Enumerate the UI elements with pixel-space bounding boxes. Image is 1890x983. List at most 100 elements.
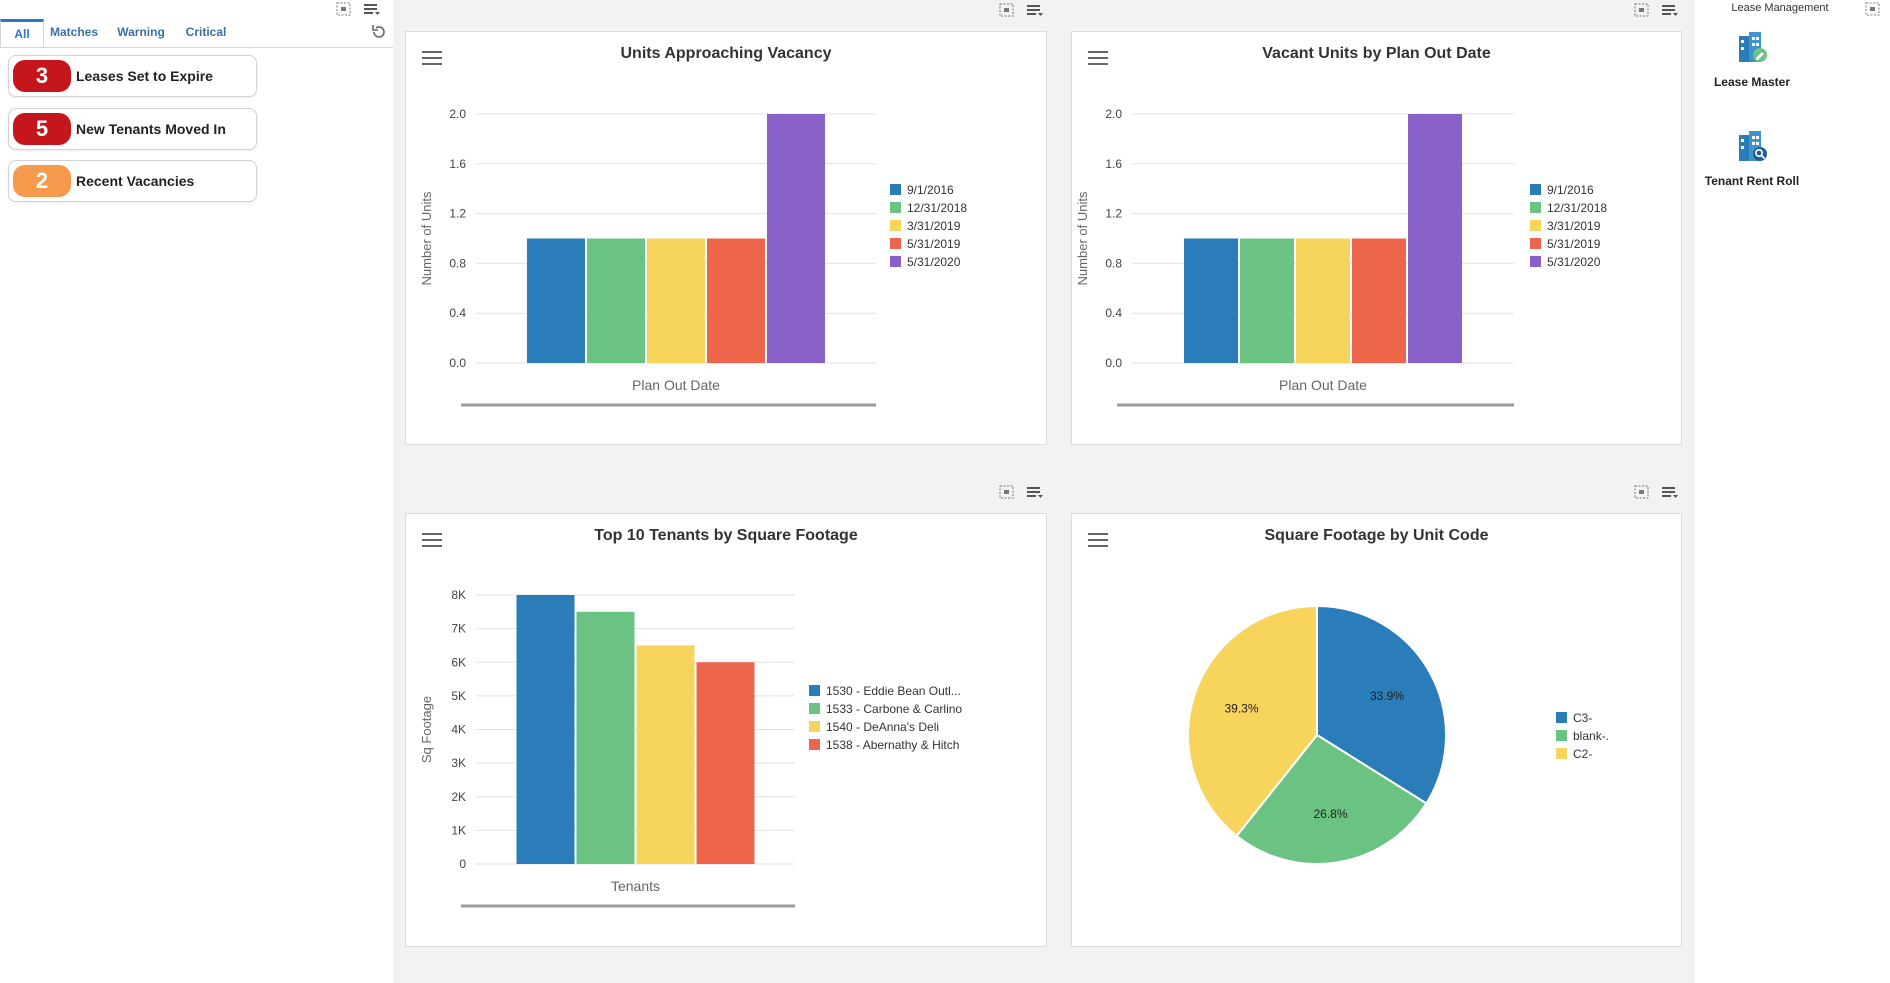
legend-label: 1540 - DeAnna's Deli: [826, 720, 939, 734]
legend-label: 9/1/2016: [907, 183, 954, 197]
bar: [707, 238, 765, 363]
kpi-leases-set-to-expire[interactable]: 3 Leases Set to Expire: [8, 55, 257, 97]
y-tick-label: 5K: [451, 689, 466, 703]
y-tick-label: 0.0: [449, 356, 466, 370]
tile-tenant-rent-roll[interactable]: Tenant Rent Roll: [1695, 127, 1809, 188]
kpi-recent-vacancies[interactable]: 2 Recent Vacancies: [8, 160, 257, 202]
legend-swatch: [809, 721, 820, 732]
maximize-icon[interactable]: [1633, 484, 1651, 500]
y-tick-label: 1.6: [449, 157, 466, 171]
legend-swatch: [1530, 220, 1541, 231]
count-badge: 2: [13, 165, 71, 197]
legend-label: C2-: [1573, 747, 1592, 761]
maximize-icon[interactable]: [998, 484, 1016, 500]
maximize-icon[interactable]: [998, 2, 1016, 18]
bar: [767, 114, 825, 363]
tab-warning[interactable]: Warning: [117, 25, 165, 39]
kpi-label: New Tenants Moved In: [76, 121, 226, 137]
legend-swatch: [890, 256, 901, 267]
bar: [1352, 238, 1406, 363]
watchlist-tabs: All Matches Warning Critical: [0, 19, 393, 48]
tab-matches[interactable]: Matches: [49, 25, 99, 39]
refresh-icon[interactable]: [370, 23, 388, 41]
x-axis-label: Tenants: [611, 878, 660, 894]
chart-card-units-approaching-vacancy: Units Approaching Vacancy 0.0 0.4 0.8 1.2 1.…: [405, 31, 1047, 445]
springboard-panel: Lease Management Lease Master Tenant Ren…: [1695, 0, 1890, 983]
hamburger-menu-icon[interactable]: [1088, 533, 1108, 549]
y-tick-label: 3K: [451, 756, 466, 770]
bar: [516, 595, 575, 864]
bar-chart: 0.0 0.4 0.8 1.2 1.6 2.0 Number of Units Plan Ou…: [1075, 107, 1607, 407]
chart-title: Units Approaching Vacancy: [620, 45, 832, 62]
building-edit-icon: [1739, 32, 1767, 62]
chart-card-vacant-units-by-plan-out-date: Vacant Units by Plan Out Date 0.0 0.4 0.8 1…: [1071, 31, 1682, 445]
pie-slice: [1187, 604, 1318, 838]
y-tick-label: 0.4: [1105, 306, 1122, 320]
tile-label: Lease Master: [1713, 75, 1791, 89]
tile-lease-master[interactable]: Lease Master: [1695, 28, 1809, 89]
legend-swatch: [890, 220, 901, 231]
options-icon[interactable]: [363, 1, 381, 17]
bar: [527, 238, 585, 363]
legend-swatch: [890, 184, 901, 195]
legend-label: 1538 - Abernathy & Hitch: [826, 738, 959, 752]
count-badge: 3: [13, 60, 71, 92]
hamburger-menu-icon[interactable]: [422, 51, 442, 67]
kpi-label: Leases Set to Expire: [76, 68, 213, 84]
pie-slice: [1235, 733, 1428, 865]
bar-chart: 0 1K 2K 3K 4K 5K 6K 7K 8K Sq Footage Tenants 1530 -…: [419, 588, 962, 908]
options-icon[interactable]: [1661, 484, 1679, 500]
bar: [636, 645, 695, 864]
y-tick-label: 4K: [451, 723, 466, 737]
legend-swatch: [1530, 184, 1541, 195]
maximize-icon[interactable]: [1864, 1, 1882, 17]
kpi-new-tenants-moved-in[interactable]: 5 New Tenants Moved In: [8, 108, 257, 150]
pie-chart: 33.9% C3- 26.8% blank-. 39.3% C2-: [1187, 604, 1609, 865]
bar: [1408, 114, 1462, 363]
legend-label: 3/31/2019: [1547, 219, 1601, 233]
legend-swatch: [809, 703, 820, 714]
legend-label: 9/1/2016: [1547, 183, 1594, 197]
legend-swatch: [809, 739, 820, 750]
bar: [576, 611, 635, 864]
chart-card-square-footage-by-unit-code: Square Footage by Unit Code 33.9% C3- 26.8…: [1071, 513, 1682, 947]
bar: [696, 662, 755, 864]
count-badge: 5: [13, 113, 71, 145]
y-axis-label: Number of Units: [419, 191, 434, 285]
tab-all[interactable]: All: [0, 19, 44, 47]
maximize-icon[interactable]: [335, 1, 353, 17]
slice-label: 33.9%: [1370, 689, 1404, 703]
tab-critical[interactable]: Critical: [185, 25, 227, 39]
bar: [587, 238, 645, 363]
bar: [1184, 238, 1238, 363]
legend-label: 12/31/2018: [907, 201, 967, 215]
legend-label: C3-: [1573, 711, 1592, 725]
y-axis-label: Sq Footage: [419, 696, 434, 763]
y-tick-label: 6K: [451, 655, 466, 669]
y-tick-label: 2K: [451, 790, 466, 804]
y-tick-label: 2.0: [449, 107, 466, 121]
building-search-icon: [1739, 131, 1767, 161]
y-axis-label: Number of Units: [1075, 191, 1090, 285]
maximize-icon[interactable]: [1633, 2, 1651, 18]
legend-swatch: [1530, 202, 1541, 213]
options-icon[interactable]: [1026, 484, 1044, 500]
y-tick-label: 0.8: [1105, 256, 1122, 270]
hamburger-menu-icon[interactable]: [422, 533, 442, 549]
y-tick-label: 1K: [451, 823, 466, 837]
options-icon[interactable]: [1026, 2, 1044, 18]
tile-label: Tenant Rent Roll: [1704, 174, 1800, 188]
options-icon[interactable]: [1661, 2, 1679, 18]
legend-swatch: [809, 685, 820, 696]
bar-chart: 0.0 0.4 0.8 1.2 1.6 2.0 Number of Units Plan Ou…: [419, 107, 967, 407]
y-tick-label: 0: [459, 857, 466, 871]
y-tick-label: 1.2: [449, 207, 466, 221]
legend-swatch: [890, 238, 901, 249]
watchlist-panel: All Matches Warning Critical 3 Leases Se…: [0, 0, 393, 983]
legend-swatch: [890, 202, 901, 213]
x-axis-label: Plan Out Date: [632, 377, 720, 393]
slice-label: 39.3%: [1224, 702, 1258, 716]
panel-title: Lease Management: [1731, 2, 1829, 14]
legend-label: blank-.: [1573, 729, 1609, 743]
hamburger-menu-icon[interactable]: [1088, 51, 1108, 67]
